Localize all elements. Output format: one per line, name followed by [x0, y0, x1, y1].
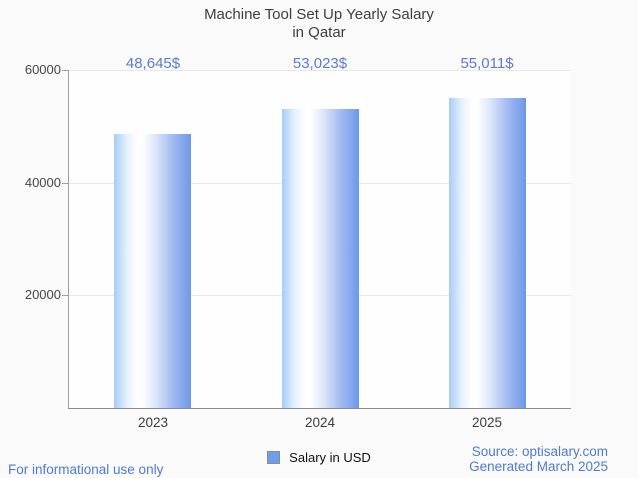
gridline [69, 70, 571, 71]
bar-2024[interactable] [282, 109, 359, 408]
y-axis-label: 40000 [24, 175, 61, 190]
legend-label: Salary in USD [289, 449, 371, 465]
disclaimer-text: For informational use only [8, 462, 164, 477]
x-axis-label: 2025 [471, 415, 503, 430]
chart-title-line2: in Qatar [292, 24, 346, 41]
generated-text: Generated March 2025 [469, 459, 608, 474]
plot-area: 20000 40000 60000 48,645$ 2023 53,023$ 2024 55,… [25, 55, 571, 430]
x-axis-label: 2023 [137, 415, 169, 430]
y-axis-tick [62, 295, 68, 296]
bar-2023[interactable] [114, 134, 191, 408]
bar-2025[interactable] [449, 98, 526, 408]
chart-title: Machine Tool Set Up Yearly Salary in Qat… [0, 6, 638, 42]
value-label: 48,645$ [125, 55, 181, 72]
x-axis-label: 2024 [304, 415, 336, 430]
y-axis-tick [62, 70, 68, 71]
chart-title-line1: Machine Tool Set Up Yearly Salary [204, 6, 434, 23]
y-axis-label: 20000 [24, 287, 61, 302]
legend-swatch-icon [267, 450, 281, 464]
y-axis-label: 60000 [24, 62, 61, 77]
source-link[interactable]: Source: optisalary.com [471, 444, 608, 459]
legend: Salary in USD [0, 449, 638, 465]
y-axis-tick [62, 183, 68, 184]
value-label: 53,023$ [292, 55, 348, 72]
source-block: Source: optisalary.com Generated March 2… [469, 444, 608, 474]
value-label: 55,011$ [460, 55, 514, 72]
